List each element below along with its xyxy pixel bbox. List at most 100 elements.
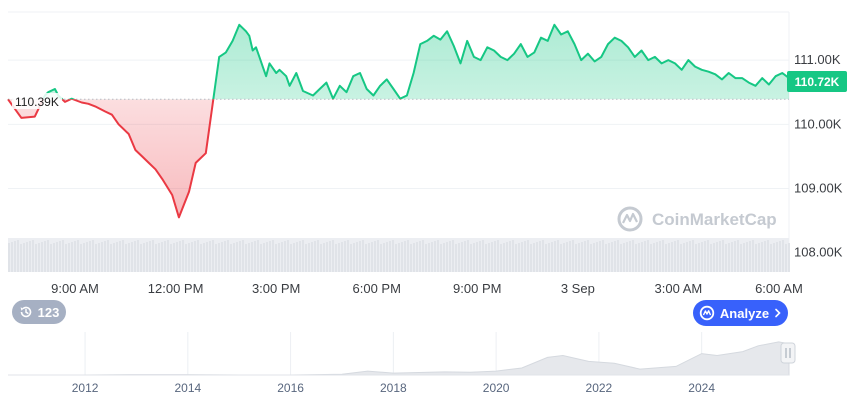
volume-bar — [251, 242, 253, 272]
volume-bar — [80, 244, 82, 272]
volume-bar — [386, 242, 388, 272]
volume-bar — [638, 243, 640, 272]
volume-bar — [692, 240, 694, 272]
y-tick-label: 109.00K — [794, 181, 843, 196]
volume-bar — [71, 242, 73, 272]
watermark: CoinMarketCap — [617, 206, 777, 232]
volume-bar — [308, 243, 310, 272]
volume-bar — [212, 240, 214, 272]
volume-bar — [263, 243, 265, 272]
volume-bar — [545, 244, 547, 272]
volume-bar — [743, 243, 745, 272]
range-navigator[interactable]: 2012 2014 2016 2018 2020 2022 2024 — [8, 332, 790, 395]
reference-price-label: 110.39K — [12, 93, 62, 109]
x-tick-label: 3:00 PM — [252, 281, 300, 296]
volume-bar — [557, 240, 559, 272]
volume-bar — [272, 240, 274, 272]
volume-bar — [248, 243, 250, 272]
volume-bar — [284, 241, 286, 272]
volume-bar — [632, 240, 634, 272]
volume-bar — [620, 244, 622, 272]
volume-bar — [344, 241, 346, 272]
y-tick-label: 111.00K — [794, 52, 841, 67]
volume-bar — [137, 240, 139, 272]
volume-bar — [425, 244, 427, 272]
current-price-badge: 110.72K — [787, 71, 847, 92]
volume-bar — [737, 240, 739, 272]
volume-bar — [722, 240, 724, 272]
x-tick-label: 6:00 PM — [353, 281, 401, 296]
volume-bar — [707, 240, 709, 272]
volume-bar — [374, 241, 376, 272]
volume-bar — [275, 244, 277, 272]
volume-bar — [500, 244, 502, 272]
volume-bar — [437, 240, 439, 272]
x-axis: 9:00 AM 12:00 PM 3:00 PM 6:00 PM 9:00 PM 3 Se… — [51, 281, 803, 296]
volume-bar — [719, 241, 721, 272]
volume-bar — [23, 243, 25, 272]
volume-bar — [716, 242, 718, 272]
volume-bar — [113, 243, 115, 272]
volume-bar — [491, 242, 493, 272]
volume-bar — [224, 241, 226, 272]
navigator-tick-label: 2022 — [586, 381, 613, 395]
x-tick-label: 12:00 PM — [148, 281, 204, 296]
volume-bar — [665, 244, 667, 272]
volume-bar — [578, 243, 580, 272]
volume-bar — [188, 243, 190, 272]
volume-bar — [92, 240, 94, 272]
volume-bar — [41, 242, 43, 272]
navigator-handle[interactable] — [780, 342, 796, 364]
volume-bar — [461, 242, 463, 272]
volume-bar — [206, 242, 208, 272]
volume-bar — [104, 241, 106, 272]
volume-bar — [524, 241, 526, 272]
analyze-button[interactable]: Analyze — [693, 300, 788, 326]
volume-bar — [671, 242, 673, 272]
volume-bar — [773, 243, 775, 272]
volume-bar — [689, 241, 691, 272]
y-axis: 111.00K 110.00K 109.00K 108.00K — [794, 52, 843, 260]
volume-bar — [326, 242, 328, 272]
volume-bar — [536, 242, 538, 272]
volume-bar — [20, 244, 22, 272]
navigator-tick-label: 2020 — [483, 381, 510, 395]
volume-bar — [569, 241, 571, 272]
price-line-up — [7, 23, 790, 100]
volume-bar — [572, 240, 574, 272]
history-count: 123 — [37, 304, 60, 320]
volume-bar — [593, 243, 595, 272]
x-tick-label: 9:00 AM — [51, 281, 99, 296]
volume-bar — [11, 242, 13, 272]
coinmarketcap-logo-icon — [617, 206, 643, 232]
volume-bar — [35, 244, 37, 272]
volume-bar — [257, 240, 259, 272]
volume-bar — [143, 243, 145, 272]
price-area — [8, 24, 789, 218]
volume-bar — [647, 240, 649, 272]
volume-bar — [710, 244, 712, 272]
volume-bar — [314, 241, 316, 272]
volume-bar — [467, 240, 469, 272]
volume-bar — [293, 243, 295, 272]
volume-bar — [428, 243, 430, 272]
volume-bar — [416, 242, 418, 272]
volume-bar — [29, 241, 31, 272]
volume-bar — [140, 244, 142, 272]
volume-bar — [446, 242, 448, 272]
volume-bar — [488, 243, 490, 272]
volume-bar — [254, 241, 256, 272]
volume-bar — [629, 241, 631, 272]
y-tick-label: 108.00K — [794, 245, 843, 260]
volume-bar — [173, 243, 175, 272]
volume-bar — [602, 240, 604, 272]
volume-bar — [596, 242, 598, 272]
volume-bar — [278, 243, 280, 272]
volume-bar — [494, 241, 496, 272]
navigator-tick-label: 2016 — [277, 381, 304, 395]
volume-bar — [506, 242, 508, 272]
volume-bar — [350, 244, 352, 272]
volume-bar — [287, 240, 289, 272]
history-button[interactable]: 123 — [12, 300, 66, 324]
